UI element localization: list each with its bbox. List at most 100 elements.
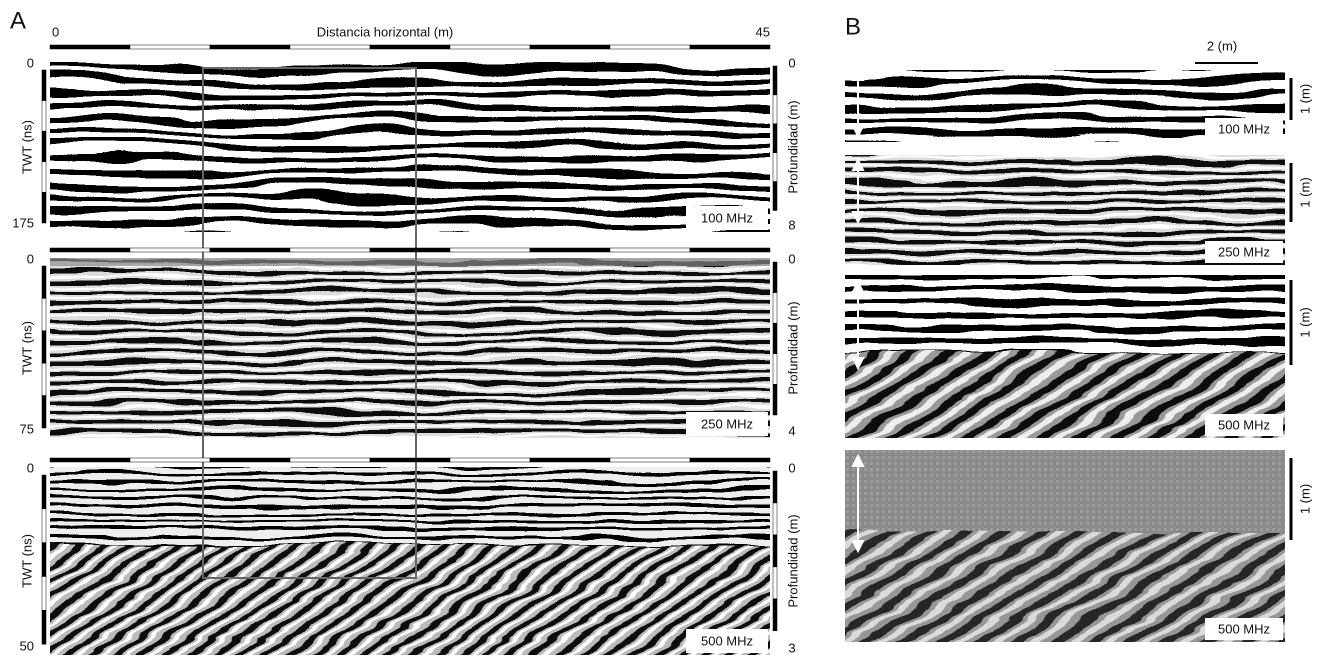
- depth-bottom: 3: [788, 640, 795, 655]
- depth-scale: 1 (m): [1297, 484, 1312, 514]
- depth-bottom: 8: [788, 217, 795, 232]
- axis-segment: [41, 474, 47, 510]
- highlight-box: [202, 67, 417, 579]
- freq-box: [686, 412, 768, 436]
- depth-segment: [772, 384, 778, 416]
- axis-segment: [41, 330, 47, 364]
- axis-segment: [41, 100, 47, 132]
- scale-segment: [289, 247, 371, 253]
- scale-segment: [449, 457, 531, 463]
- depth-segment: [772, 123, 778, 153]
- axis-segment: [41, 610, 47, 645]
- depth-top: 0: [788, 460, 795, 475]
- axis-segment: [41, 576, 47, 611]
- panel-label: A: [10, 7, 26, 34]
- scale-segment: [689, 44, 771, 50]
- scale-segment: [209, 457, 291, 463]
- freq-box: [1205, 118, 1283, 140]
- axis-segment: [41, 130, 47, 163]
- depth-segment: [772, 470, 778, 504]
- scale-segment: [289, 44, 371, 50]
- depth-segment: [772, 322, 778, 355]
- frequency: 500 MHz: [701, 633, 753, 648]
- depth-top: 0: [788, 251, 795, 266]
- scale-segment: [449, 247, 531, 253]
- axis-segment: [41, 362, 47, 396]
- depth-segment: [772, 292, 778, 324]
- freq-box: [1205, 414, 1283, 436]
- radargram-500: [50, 467, 770, 655]
- twt-top: 0: [27, 460, 34, 475]
- scale-segment: [369, 247, 451, 253]
- axis-segment: [41, 395, 47, 429]
- frequency: 500 MHz: [1218, 417, 1270, 432]
- panel-label: B: [845, 13, 861, 40]
- scale-segment: [129, 247, 211, 253]
- scale-segment: [129, 457, 211, 463]
- axis-segment: [41, 192, 47, 224]
- scale-segment: [49, 44, 131, 50]
- scale-segment: [129, 44, 211, 50]
- depth-scale: 1 (m): [1297, 84, 1312, 114]
- scale-segment: [209, 247, 291, 253]
- scale-segment: [369, 457, 451, 463]
- axis-segment: [41, 298, 47, 332]
- scale-segment: [689, 457, 771, 463]
- scale-end: 45: [756, 24, 770, 39]
- zoom-100: [845, 70, 1285, 142]
- depth-segment: [772, 65, 778, 96]
- scale-segment: [369, 44, 451, 50]
- axis-segment: [41, 265, 47, 299]
- frequency: 100 MHz: [701, 210, 753, 225]
- twt-top: 0: [27, 55, 34, 70]
- depth-label: Profundidad (m): [785, 514, 800, 607]
- twt-bottom: 175: [12, 215, 34, 230]
- scale-title: Distancia horizontal (m): [317, 24, 454, 39]
- scale-segment: [609, 247, 691, 253]
- freq-box: [686, 629, 768, 653]
- radargram-100: [50, 62, 770, 232]
- freq-box: [1205, 618, 1283, 640]
- scale-segment: [209, 44, 291, 50]
- axis-segment: [41, 161, 47, 193]
- depth-segment: [772, 94, 778, 125]
- depth-bottom: 4: [788, 423, 795, 438]
- axis-segment: [41, 69, 47, 101]
- frequency: 250 MHz: [1218, 244, 1270, 259]
- scale-segment: [289, 457, 371, 463]
- depth-label: Profundidad (m): [785, 100, 800, 193]
- frequency: 500 MHz: [1218, 621, 1270, 636]
- axis-segment: [41, 542, 47, 577]
- depth-label: Profundidad (m): [785, 301, 800, 394]
- depth-top: 0: [788, 55, 795, 70]
- twt-label: TWT (ns): [19, 534, 34, 588]
- axis-segment: [41, 508, 47, 543]
- twt-label: TWT (ns): [19, 120, 34, 174]
- scale-segment: [449, 44, 531, 50]
- depth-scale: 1 (m): [1297, 177, 1312, 207]
- frequency: 100 MHz: [1218, 121, 1270, 136]
- twt-bottom: 50: [20, 638, 34, 653]
- scale-segment: [49, 457, 131, 463]
- scale-label: 2 (m): [1207, 38, 1237, 53]
- depth-segment: [772, 534, 778, 568]
- scale-segment: [609, 457, 691, 463]
- frequency: 250 MHz: [701, 416, 753, 431]
- depth-segment: [772, 502, 778, 536]
- zoom-500b: [845, 450, 1285, 642]
- scale-start: 0: [52, 24, 59, 39]
- scale-segment: [689, 247, 771, 253]
- radargram-250: [50, 258, 770, 438]
- depth-segment: [772, 566, 778, 600]
- scale-segment: [529, 247, 611, 253]
- depth-segment: [772, 152, 778, 182]
- freq-box: [1205, 241, 1283, 263]
- twt-top: 0: [27, 251, 34, 266]
- depth-scale: 1 (m): [1297, 307, 1312, 337]
- depth-segment: [772, 353, 778, 385]
- twt-bottom: 75: [20, 421, 34, 436]
- freq-box: [686, 206, 768, 230]
- scale-segment: [49, 247, 131, 253]
- depth-segment: [772, 261, 778, 293]
